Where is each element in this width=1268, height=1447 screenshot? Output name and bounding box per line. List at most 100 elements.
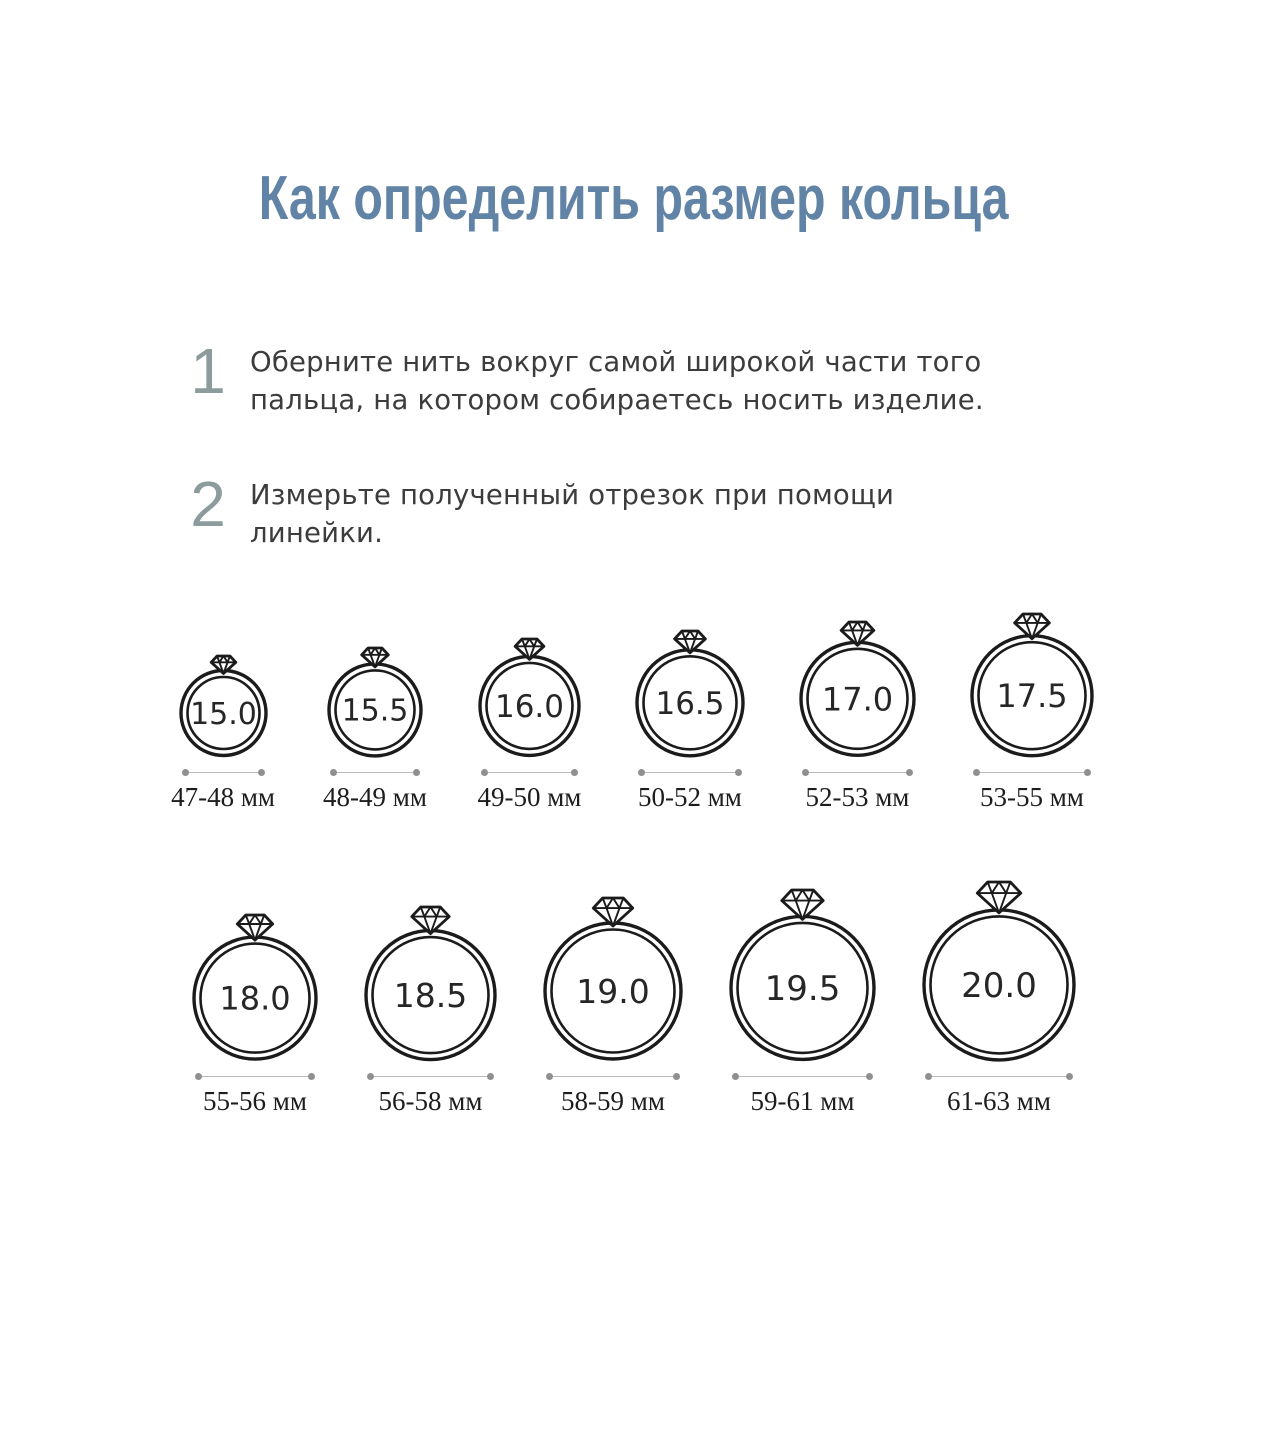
ring-inner-circle [199,942,311,1054]
diamond-icon [360,646,390,669]
measure-dot-left [367,1072,374,1080]
ring-item: 19.0 58-59 мм [540,895,686,1117]
step-1-number: 1 [190,335,226,408]
ring-range-label: 52-53 мм [805,781,910,812]
diamond-icon [839,620,876,647]
measure-dot-right [308,1072,315,1080]
measure-dot-left [732,1072,739,1080]
ring-inner-circle [371,935,490,1055]
ring-row: 15.0 47-48 мм 15.5 48-49 мм 16.0 49-50 м… [0,611,1268,813]
measure-dot-right [1066,1072,1073,1080]
measure-dot-right [487,1072,494,1080]
measure-dot-left [195,1072,202,1080]
step-1: 1 Оберните нить вокруг самой широкой час… [186,335,1148,420]
ring-size-label: 20.0 [961,966,1037,1006]
measure-line [925,1072,1073,1080]
diamond-icon [209,654,237,675]
measure-line [480,768,578,776]
ring-item: 18.0 55-56 мм [189,912,321,1117]
ring-item: 15.5 48-49 мм [323,645,427,813]
measure-dot-right [673,1072,680,1080]
ring-size-label: 17.0 [822,680,893,718]
ring-range-label: 50-52 мм [637,781,742,812]
measure-rule [188,771,258,774]
diamond-icon [235,913,275,942]
ring-item: 16.5 50-52 мм [632,628,748,813]
measure-dot-left [972,768,980,776]
ring-icon: 18.5 [364,905,497,1062]
ring-range-label: 49-50 мм [477,781,582,812]
measure-line [732,1072,873,1080]
measure-dot-left [925,1072,932,1080]
measure-dot-left [480,768,488,776]
diamond-icon [410,905,451,935]
ring-item: 18.5 56-58 мм [361,904,500,1117]
ring-icon: 16.0 [478,637,581,757]
header: Как определить размер кольца [0,166,1268,231]
measure-line [195,1072,315,1080]
measure-rule [808,771,906,774]
ring-inner-circle [806,647,909,750]
measure-rule [487,771,571,774]
measure-dot-right [734,768,742,776]
instructions: 1 Оберните нить вокруг самой широкой час… [0,335,1268,553]
measure-dot-right [905,768,913,776]
measure-rule [553,1075,673,1078]
ring-range-label: 53-55 мм [979,781,1084,812]
ring-range-label: 55-56 мм [203,1085,307,1116]
ring-item: 17.0 52-53 мм [796,619,919,813]
ring-range-label: 56-58 мм [378,1085,483,1116]
step-2-number: 2 [190,467,226,540]
measure-dot-left [637,768,645,776]
ring-inner-circle [485,661,574,751]
ring-inner-circle [929,914,1069,1055]
measure-dot-left [546,1072,553,1080]
ring-inner-circle [550,928,676,1054]
ring-icon: 15.0 [178,654,268,758]
ring-range-label: 47-48 мм [171,781,275,812]
measure-dot-right [1083,768,1091,776]
ring-range-label: 58-59 мм [561,1085,665,1116]
ring-size-label: 17.5 [996,677,1067,715]
measure-rule [644,771,735,774]
ring-item: 15.0 47-48 мм [171,653,275,813]
ring-icon: 19.5 [729,888,876,1061]
ring-item: 17.5 53-55 мм [967,611,1097,813]
ring-range-label: 61-63 мм [947,1085,1051,1116]
measure-rule [979,771,1084,774]
ring-row: 18.0 55-56 мм 18.5 56-58 мм 19.0 58-59 м… [0,879,1268,1117]
ring-icon: 18.0 [192,913,318,1061]
diamond-icon [780,888,825,921]
ring-item: 16.0 49-50 мм [475,636,584,813]
ring-range-label: 59-61 мм [750,1085,855,1116]
measure-line [801,768,913,776]
ring-range-label: 48-49 мм [323,781,427,812]
ring-inner-circle [977,640,1087,751]
diamond-icon [975,880,1023,915]
ring-size-label: 15.0 [190,697,257,732]
measure-line [367,1072,494,1080]
measure-dot-right [412,768,420,776]
measure-dot-left [329,768,337,776]
ring-size-label: 19.0 [576,972,649,1011]
step-2-text: Измерьте полученный отрезок при помощи л… [250,478,895,549]
ring-icon: 16.5 [635,629,745,758]
ring-icon: 17.5 [970,612,1094,758]
measure-dot-left [181,768,189,776]
measure-rule [202,1075,308,1078]
measure-dot-right [570,768,578,776]
ring-icon: 17.0 [799,620,916,757]
measure-line [181,768,265,776]
diamond-icon [1013,612,1051,640]
measure-line [329,768,420,776]
diamond-icon [513,637,546,661]
measure-dot-left [801,768,809,776]
ring-size-label: 15.5 [342,694,409,729]
step-2: 2 Измерьте полученный отрезок при помощи… [186,467,1148,553]
ring-icon: 15.5 [327,646,423,758]
measure-line [972,768,1091,776]
step-1-text: Оберните нить вокруг самой широкой части… [250,346,984,417]
ring-item: 20.0 61-63 мм [919,879,1079,1117]
measure-dot-right [257,768,265,776]
ring-inner-circle [642,654,738,751]
